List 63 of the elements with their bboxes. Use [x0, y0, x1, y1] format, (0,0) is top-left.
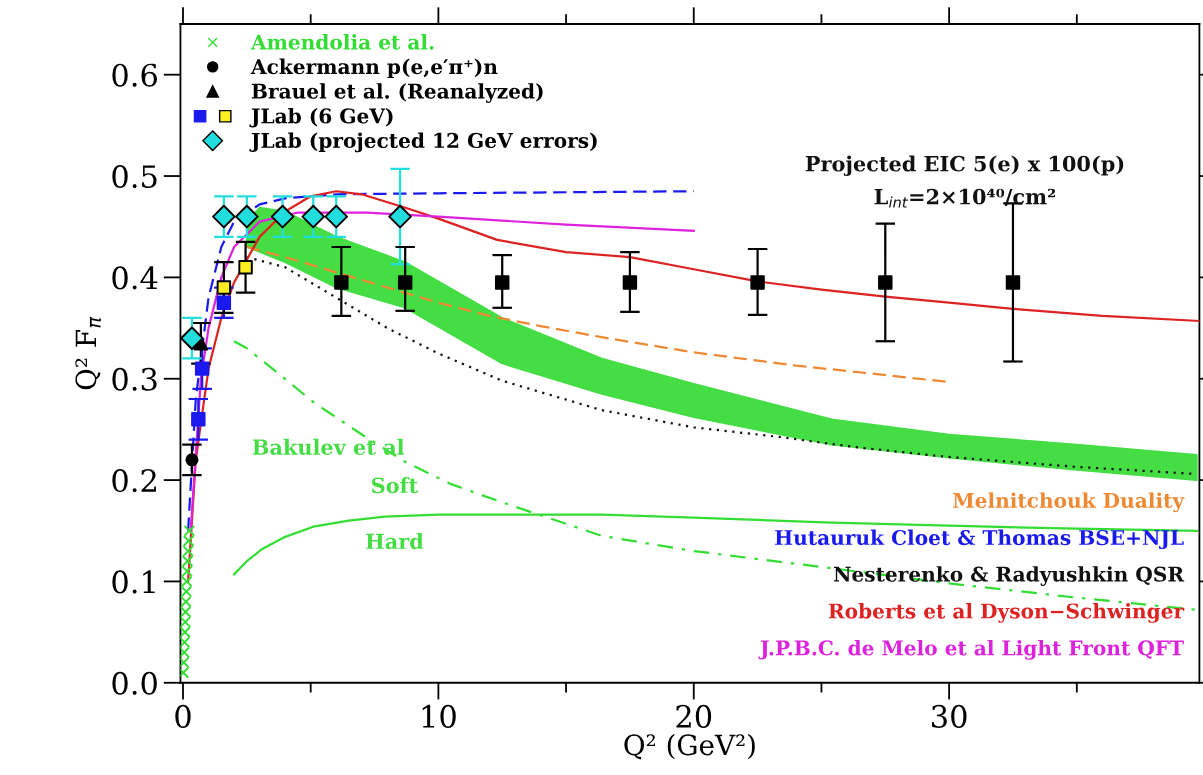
- annotation: Hard: [366, 533, 424, 550]
- point: [180, 575, 193, 588]
- point: [183, 524, 196, 537]
- annotation: Bakulev et al: [252, 438, 405, 455]
- point: [181, 555, 194, 567]
- point: [334, 275, 349, 290]
- point: [180, 626, 191, 638]
- legend-label: Brauel et al. (Reanalyzed): [251, 83, 543, 103]
- point: [270, 204, 295, 229]
- legend-label: Ackermann p(e,e′π⁺)n: [250, 58, 498, 79]
- line-series: [245, 245, 948, 383]
- x-axis-title: Q² (GeV²): [624, 733, 755, 760]
- legend-label: JLab (projected 12 GeV errors): [249, 132, 597, 153]
- point: [180, 585, 193, 598]
- y-tick-label: 0.0: [112, 671, 157, 695]
- y-tick-label: 0.4: [112, 266, 158, 290]
- x-tick-label: 0: [175, 704, 191, 728]
- point: [180, 656, 190, 669]
- x-tick-label: 10: [422, 704, 456, 728]
- point: [180, 666, 190, 679]
- point: [180, 636, 191, 649]
- point: [878, 275, 893, 290]
- y-tick-label: 0.3: [112, 367, 157, 391]
- annotation: L$_{int}$=2×10⁴⁰/cm²: [874, 188, 1056, 208]
- y-tick-label: 0.6: [112, 63, 157, 87]
- annotation: Projected EIC 5(e) x 100(p): [805, 155, 1124, 176]
- point: [182, 545, 194, 557]
- point: [495, 275, 510, 290]
- legend-label: JLab (6 GeV): [249, 107, 393, 128]
- point: [182, 535, 195, 547]
- point: [180, 616, 192, 628]
- point: [235, 204, 259, 229]
- point: [388, 204, 412, 229]
- y-tick-label: 0.5: [112, 164, 157, 189]
- y-axis-title: Q² F$_{π}$: [75, 316, 101, 390]
- point: [622, 275, 638, 290]
- point: [180, 326, 204, 350]
- point: [180, 606, 192, 618]
- point: [180, 595, 192, 608]
- point: [324, 204, 348, 229]
- point: [750, 275, 765, 290]
- point: [180, 646, 190, 659]
- text: Hutauruk Cloet & Thomas BSE+NJL: [775, 529, 1184, 550]
- point: [216, 280, 232, 295]
- x-tick-label: 20: [676, 704, 712, 728]
- annotation: Soft: [372, 477, 419, 494]
- point: [185, 453, 199, 467]
- legend-label: Amendolia et al.: [250, 34, 434, 50]
- x-tick-label: 30: [932, 704, 967, 728]
- point: [194, 361, 210, 376]
- text: J.P.B.C. de Melo et al Light Front QFT: [758, 639, 1184, 660]
- point: [181, 565, 193, 578]
- point: [216, 295, 232, 310]
- point: [212, 204, 236, 229]
- point: [191, 412, 206, 427]
- point: [397, 275, 413, 290]
- point: [1005, 275, 1021, 290]
- y-tick-label: 0.2: [112, 469, 156, 493]
- y-tick-label: 0.1: [112, 570, 155, 594]
- text: Melnitchouk Duality: [953, 492, 1185, 513]
- point: [301, 204, 326, 229]
- text: Roberts et al Dyson−Schwinger: [828, 603, 1185, 623]
- point: [238, 260, 253, 275]
